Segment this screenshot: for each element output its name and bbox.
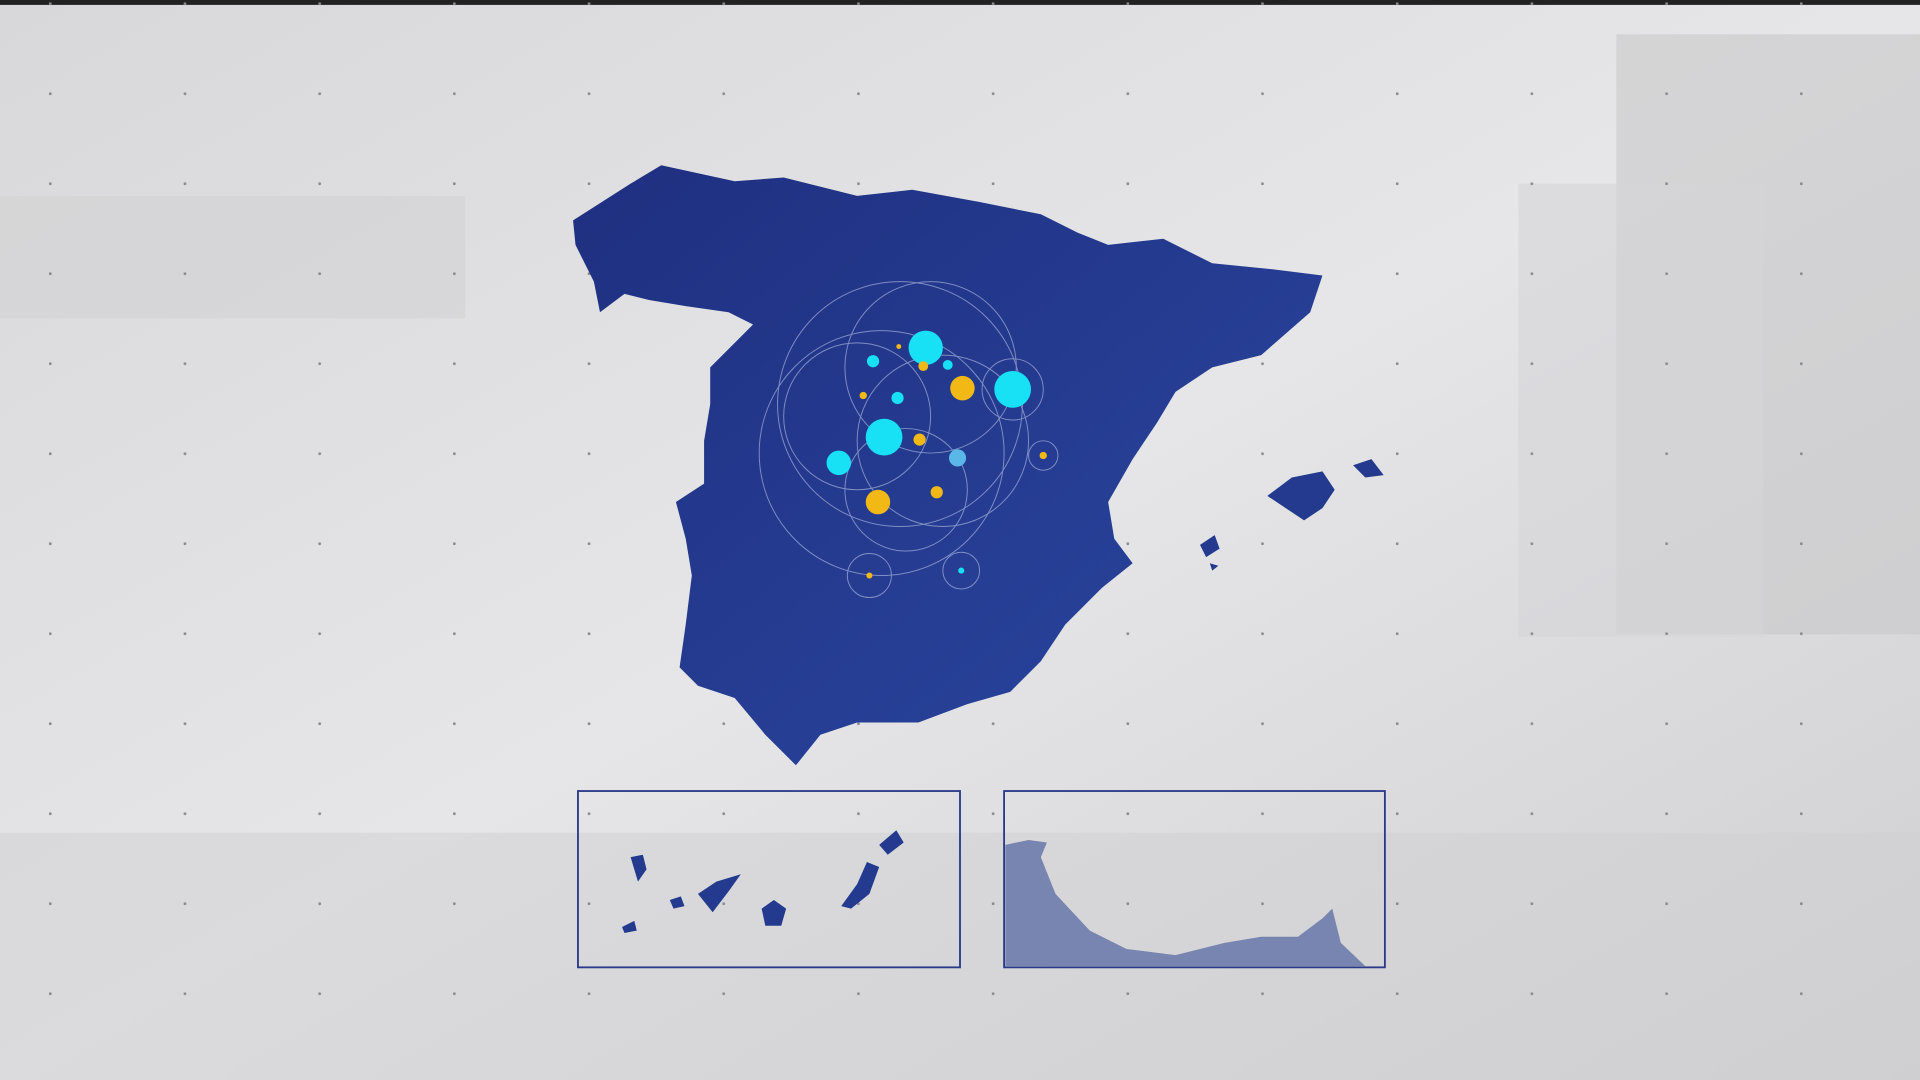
rings bbox=[758, 281, 1059, 599]
spain-mainland bbox=[573, 165, 1323, 766]
ibiza bbox=[1200, 535, 1220, 571]
coast bbox=[1005, 840, 1366, 967]
canary-inset bbox=[577, 790, 961, 969]
markers bbox=[826, 330, 1047, 579]
ceuta-melilla-inset bbox=[1003, 790, 1386, 969]
menorca bbox=[1353, 459, 1384, 478]
canary-islands bbox=[622, 830, 904, 934]
mallorca bbox=[1267, 471, 1335, 521]
